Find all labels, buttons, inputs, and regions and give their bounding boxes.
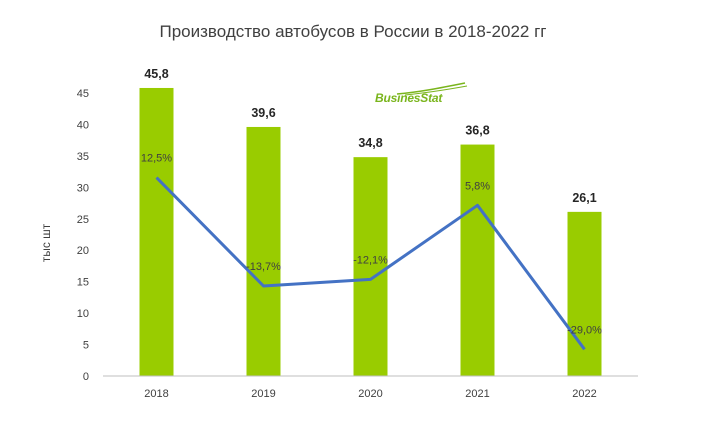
x-axis-ticks: 2018 2019 2020 2021 2022 (144, 388, 596, 400)
businesstat-logo: BusinesStat (375, 82, 468, 114)
x-tick-label: 2021 (465, 388, 489, 400)
y-tick-label: 35 (77, 151, 89, 163)
bar (460, 144, 495, 376)
y-tick-label: 5 (83, 340, 89, 352)
growth-line (155, 176, 586, 351)
x-tick-label: 2020 (358, 388, 382, 400)
bar (139, 87, 174, 377)
x-tick-label: 2022 (572, 388, 596, 400)
bar-value-label: 45,8 (144, 67, 168, 81)
y-tick-label: 25 (77, 214, 89, 226)
bar (246, 126, 281, 377)
x-tick-label: 2019 (251, 388, 275, 400)
x-tick-label: 2018 (144, 388, 168, 400)
y-tick-label: 10 (77, 308, 89, 320)
logo-swoosh-icon (396, 82, 468, 96)
y-tick-label: 20 (77, 245, 89, 257)
logo-text: BusinesStat (375, 91, 443, 105)
growth-labels: 12,5% -13,7% -12,1% 5,8% -29,0% (141, 153, 602, 337)
bars (139, 87, 602, 377)
bar-value-labels: 45,8 39,6 34,8 36,8 26,1 (144, 67, 596, 205)
y-axis-label: тыс шт (39, 223, 53, 262)
bar (567, 211, 602, 376)
bar-value-label: 34,8 (358, 136, 382, 150)
y-tick-label: 40 (77, 119, 89, 131)
y-axis-ticks: 0 5 10 15 20 25 30 35 40 45 (77, 88, 89, 383)
chart-title: Производство автобусов в России в 2018-2… (159, 22, 547, 41)
bar-value-label: 26,1 (572, 191, 596, 205)
y-tick-label: 0 (83, 371, 89, 383)
growth-label: 12,5% (141, 153, 172, 165)
y-tick-label: 30 (77, 182, 89, 194)
growth-label: -13,7% (246, 261, 281, 273)
bar-value-label: 36,8 (465, 124, 489, 138)
y-tick-label: 15 (77, 277, 89, 289)
bar-value-label: 39,6 (251, 106, 275, 120)
y-tick-label: 45 (77, 88, 89, 100)
bar (353, 157, 388, 376)
growth-label: -12,1% (353, 254, 388, 266)
growth-label: 5,8% (465, 180, 490, 192)
growth-label: -29,0% (567, 324, 602, 336)
